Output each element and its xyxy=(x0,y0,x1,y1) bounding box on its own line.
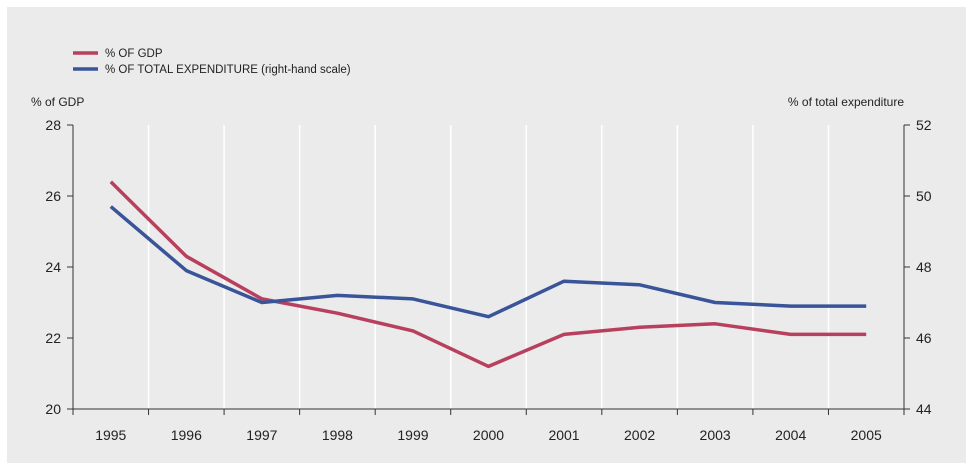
y-right-tick-label: 52 xyxy=(916,117,932,133)
legend-label-gdp: % OF GDP xyxy=(105,48,163,60)
x-tick-label: 2005 xyxy=(851,427,882,443)
y-right-tick-label: 46 xyxy=(916,330,932,346)
y-right-tick-label: 44 xyxy=(916,401,932,417)
x-tick-label: 1998 xyxy=(322,427,353,443)
y-left-tick-label: 26 xyxy=(45,188,61,204)
x-tick-label: 1996 xyxy=(171,427,202,443)
legend: % OF GDP % OF TOTAL EXPENDITURE (right-h… xyxy=(73,48,351,76)
series-lines xyxy=(109,180,867,369)
y-left-tick-label: 28 xyxy=(45,117,61,133)
x-tick-label: 2001 xyxy=(548,427,579,443)
x-tick-label: 2004 xyxy=(775,427,806,443)
y-left-tick-label: 20 xyxy=(45,401,61,417)
y-left-tick-label: 24 xyxy=(45,259,61,275)
y-axis-right-title: % of total expenditure xyxy=(788,95,904,109)
y-right-tick-label: 48 xyxy=(916,259,932,275)
line-chart: 20 22 24 26 28 44 46 48 50 52 1995 1996 1997 1998 1999… xyxy=(31,48,932,443)
axes: 20 22 24 26 28 44 46 48 50 52 1995 1996 1997 1998 1999… xyxy=(45,117,931,443)
x-tick-label: 2003 xyxy=(700,427,731,443)
x-tick-label: 2000 xyxy=(473,427,504,443)
chart-panel: 20 22 24 26 28 44 46 48 50 52 1995 1996 1997 1998 1999… xyxy=(7,7,966,463)
y-axis-left-title: % of GDP xyxy=(31,95,84,109)
y-left-tick-label: 22 xyxy=(45,330,61,346)
y-right-tick-label: 50 xyxy=(916,188,932,204)
x-tick-label: 1999 xyxy=(397,427,428,443)
x-tick-label: 1997 xyxy=(246,427,277,443)
vertical-gridlines xyxy=(147,125,830,409)
legend-label-expenditure: % OF TOTAL EXPENDITURE (right-hand scale… xyxy=(105,64,351,76)
x-tick-label: 1995 xyxy=(95,427,126,443)
x-tick-label: 2002 xyxy=(624,427,655,443)
